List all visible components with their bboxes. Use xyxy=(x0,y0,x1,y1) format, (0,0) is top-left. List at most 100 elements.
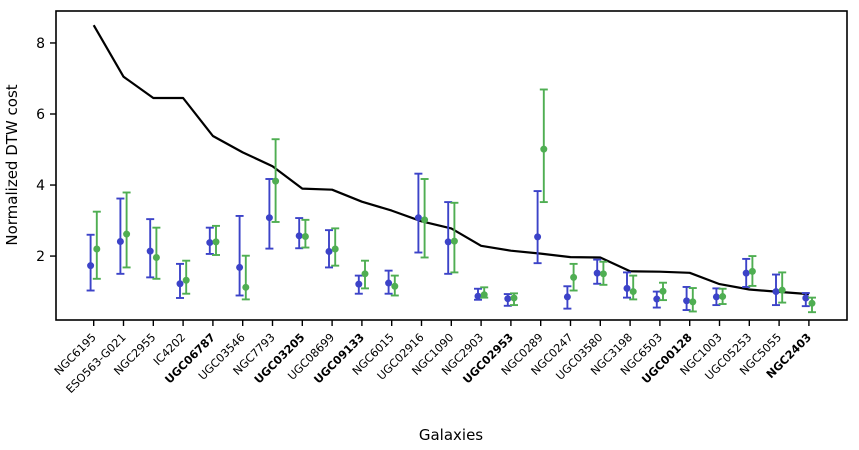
blue-errorbar-series-point-ngc6195 xyxy=(86,233,95,292)
green-errorbar-series-circle xyxy=(659,287,667,295)
blue-errorbar-series-point-ugc00128 xyxy=(682,286,691,312)
green-errorbar-series-point-ngc6015 xyxy=(390,274,399,297)
blue-errorbar-series-circle xyxy=(295,232,303,240)
green-errorbar-series-circle xyxy=(331,245,339,253)
green-errorbar-series-point-ngc1003 xyxy=(718,287,727,305)
blue-errorbar-series-point-ugc09133 xyxy=(354,274,363,295)
green-errorbar-series-point-ugc05253 xyxy=(748,255,757,287)
blue-errorbar-series-circle xyxy=(325,247,333,255)
blue-errorbar-series-point-ngc2955 xyxy=(146,218,155,279)
green-errorbar-series-circle xyxy=(152,253,160,261)
green-errorbar-series-circle xyxy=(123,230,131,238)
blue-errorbar-series-circle xyxy=(563,293,571,301)
green-errorbar-series-point-ugc00128 xyxy=(688,287,697,313)
green-errorbar-series-circle xyxy=(301,233,309,241)
green-errorbar-series-point-ugc09133 xyxy=(361,259,369,290)
green-errorbar-series-circle xyxy=(808,299,816,307)
green-errorbar-series-circle xyxy=(570,273,578,281)
blue-errorbar-series-circle xyxy=(236,263,244,271)
blue-errorbar-series-point-ugc05253 xyxy=(742,257,751,288)
blue-errorbar-series-circle xyxy=(87,262,95,270)
blue-errorbar-series-circle xyxy=(414,214,422,222)
blue-errorbar-series-point-ngc0289 xyxy=(533,190,542,265)
green-errorbar-series-point-ugc03546 xyxy=(241,254,250,301)
blue-errorbar-series-circle xyxy=(623,284,631,292)
green-errorbar-series-point-ngc5055 xyxy=(778,271,787,304)
blue-errorbar-series-point-ugc08699 xyxy=(325,229,333,269)
blue-errorbar-series-circle xyxy=(265,214,273,222)
blue-errorbar-series-point-ugc02916 xyxy=(414,172,423,254)
blue-errorbar-series-point-ngc3198 xyxy=(623,271,631,299)
green-errorbar-series-point-eso563-g021 xyxy=(122,191,131,269)
blue-errorbar-series-point-ugc03546 xyxy=(235,214,244,297)
green-errorbar-series-circle xyxy=(242,283,250,291)
blue-errorbar-series-point-ngc0247 xyxy=(563,285,572,310)
blue-errorbar-series-circle xyxy=(683,297,691,305)
blue-errorbar-series-point-ngc7793 xyxy=(265,178,274,250)
green-errorbar-series-circle xyxy=(361,270,369,278)
green-errorbar-series-circle xyxy=(421,216,429,224)
green-errorbar-series-circle xyxy=(510,294,518,302)
blue-errorbar-series-point-eso563-g021 xyxy=(116,197,125,275)
green-errorbar-series-circle xyxy=(748,267,756,275)
blue-errorbar-series-point-ngc5055 xyxy=(772,273,780,307)
blue-errorbar-series-circle xyxy=(474,292,482,300)
green-errorbar-series-circle xyxy=(182,276,190,284)
x-axis-label: Galaxies xyxy=(419,426,483,444)
y-tick-label: 2 xyxy=(36,249,45,265)
blue-errorbar-series-circle xyxy=(534,233,542,241)
green-errorbar-series-point-ngc6503 xyxy=(659,281,667,302)
y-axis-label: Normalized DTW cost xyxy=(3,84,21,245)
y-tick-label: 8 xyxy=(36,36,45,52)
green-errorbar-series-circle xyxy=(629,288,637,296)
green-errorbar-series-point-ugc03205 xyxy=(301,218,310,249)
blue-errorbar-series-circle xyxy=(593,269,601,277)
green-errorbar-series-circle xyxy=(689,298,697,306)
green-errorbar-series-point-ngc7793 xyxy=(271,138,280,223)
green-errorbar-series-point-ngc2955 xyxy=(152,226,161,280)
blue-errorbar-series-circle xyxy=(802,294,810,302)
green-errorbar-series-circle xyxy=(272,177,280,185)
green-errorbar-series-circle xyxy=(450,237,458,245)
blue-errorbar-series-point-ngc1090 xyxy=(444,201,453,275)
green-errorbar-series-point-ugc02953 xyxy=(510,292,518,307)
blue-errorbar-series-circle xyxy=(355,280,363,288)
green-errorbar-series-circle xyxy=(540,145,548,153)
green-errorbar-series-circle xyxy=(391,282,399,290)
blue-errorbar-series-circle xyxy=(712,293,720,301)
green-errorbar-series-point-ngc3198 xyxy=(629,274,638,301)
green-errorbar-series-point-ugc02916 xyxy=(420,178,429,259)
green-errorbar-series-circle xyxy=(480,291,488,299)
green-errorbar-series-circle xyxy=(212,238,220,246)
blue-errorbar-series-circle xyxy=(742,269,750,277)
blue-errorbar-series-point-ngc6503 xyxy=(652,290,661,309)
y-tick-label: 4 xyxy=(36,178,45,194)
blue-errorbar-series-circle xyxy=(653,295,661,303)
green-errorbar-series-point-ngc2903 xyxy=(480,286,489,299)
blue-errorbar-series-circle xyxy=(206,239,214,247)
green-errorbar-series-point-ugc03580 xyxy=(599,260,608,286)
y-tick-label: 6 xyxy=(36,107,45,123)
green-errorbar-series-point-ngc2403 xyxy=(808,296,816,314)
blue-errorbar-series-circle xyxy=(116,238,124,246)
green-errorbar-series-point-ugc08699 xyxy=(331,227,340,267)
blue-errorbar-series-point-ugc03205 xyxy=(295,217,304,250)
sorted-cost-line xyxy=(92,24,809,296)
blue-errorbar-series-circle xyxy=(146,247,154,255)
green-errorbar-series-point-ngc0289 xyxy=(539,88,548,204)
blue-errorbar-series-circle xyxy=(772,288,780,296)
blue-errorbar-series-point-ugc03580 xyxy=(593,258,602,285)
green-errorbar-series-circle xyxy=(778,286,786,294)
green-errorbar-series-circle xyxy=(599,270,607,278)
blue-errorbar-series-point-ugc02953 xyxy=(503,293,512,307)
blue-errorbar-series-circle xyxy=(504,295,512,303)
plot-area: 2468NGC6195ESO563-G021NGC2955IC4202UGC06… xyxy=(36,10,848,396)
green-errorbar-series-point-ngc1090 xyxy=(450,201,459,274)
blue-errorbar-series-circle xyxy=(176,280,184,288)
green-errorbar-series-point-ic4202 xyxy=(182,259,191,295)
green-errorbar-series-point-ngc6195 xyxy=(92,210,101,280)
blue-errorbar-series-point-ugc06787 xyxy=(205,226,214,255)
green-errorbar-series-point-ugc06787 xyxy=(212,224,220,256)
